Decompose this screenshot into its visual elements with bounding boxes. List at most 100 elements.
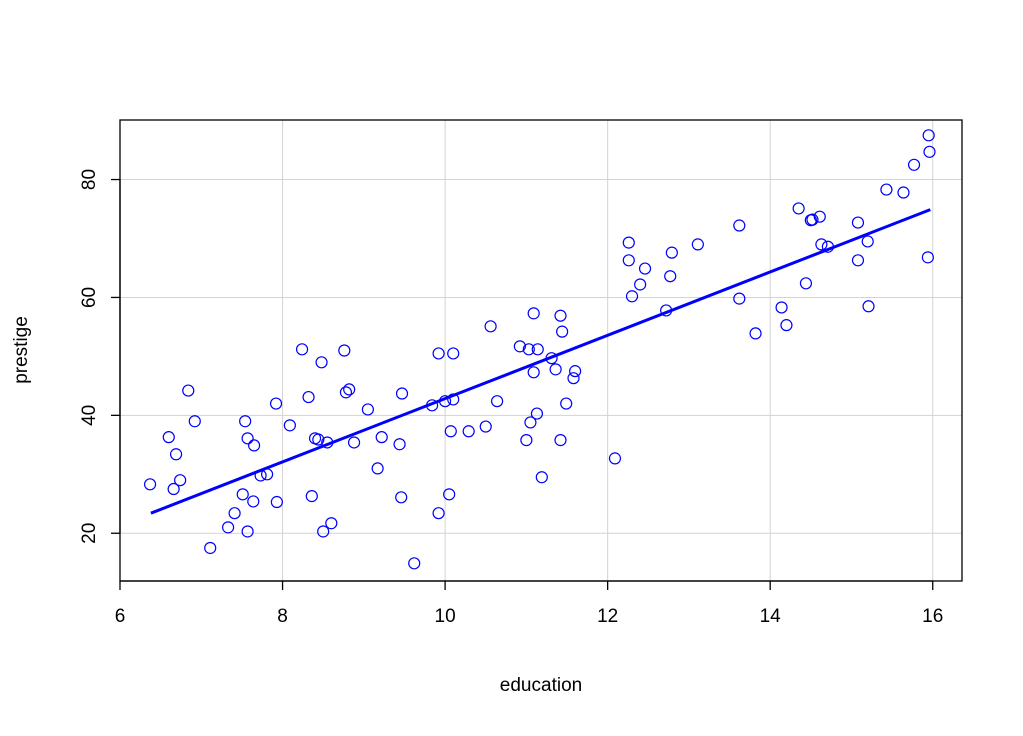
y-tick-label: 60 (79, 287, 100, 308)
point (484, 320, 497, 333)
point (634, 278, 647, 291)
point (527, 307, 540, 320)
point (325, 517, 338, 530)
point (443, 488, 456, 501)
x-tick-label: 14 (760, 606, 782, 627)
point (432, 507, 445, 520)
x-tick-label: 12 (597, 606, 618, 627)
point (221, 521, 235, 534)
point (813, 210, 826, 223)
point (462, 425, 475, 438)
point (375, 431, 388, 444)
point (248, 439, 261, 452)
point (907, 158, 921, 171)
point (169, 448, 183, 461)
point (269, 397, 283, 410)
point (549, 363, 562, 376)
point (861, 235, 874, 248)
point (315, 356, 328, 369)
point (556, 325, 569, 338)
point (239, 415, 252, 428)
point (295, 343, 309, 356)
point (317, 525, 330, 538)
point (338, 344, 351, 357)
point (143, 478, 157, 491)
point (799, 277, 813, 290)
point (182, 384, 195, 397)
point (880, 183, 893, 196)
point (408, 557, 421, 570)
point (444, 425, 457, 438)
point (665, 246, 678, 259)
point (188, 415, 201, 428)
x-tick-label: 8 (277, 606, 288, 627)
point (569, 365, 582, 378)
point (608, 452, 622, 465)
point (393, 438, 406, 451)
y-tick-label: 40 (79, 405, 100, 426)
point (625, 290, 639, 303)
point (491, 395, 504, 408)
point (241, 432, 254, 445)
point (897, 186, 910, 199)
point (554, 434, 567, 447)
x-axis-label: education (500, 675, 582, 696)
point (167, 482, 180, 496)
point (522, 343, 535, 356)
point (339, 386, 353, 399)
point (312, 433, 325, 446)
point (622, 236, 635, 249)
point (922, 129, 935, 142)
y-tick-label: 80 (79, 169, 100, 190)
point (479, 420, 492, 433)
point (638, 262, 652, 275)
point (204, 541, 217, 555)
point (361, 403, 374, 416)
point (371, 462, 384, 475)
point (531, 343, 544, 356)
point (851, 216, 865, 229)
point (560, 397, 573, 410)
point (395, 387, 409, 400)
point (395, 491, 408, 504)
point (432, 347, 445, 360)
point (535, 471, 548, 484)
point (527, 366, 540, 379)
x-tick-label: 6 (115, 606, 126, 627)
point (554, 309, 567, 322)
point (283, 419, 296, 432)
point (241, 525, 254, 538)
point (520, 434, 533, 447)
point (530, 407, 544, 420)
point (815, 238, 828, 251)
point (302, 390, 315, 404)
point (305, 490, 318, 503)
plot-frame (119, 119, 963, 582)
point (733, 292, 746, 305)
point (174, 474, 187, 487)
x-tick-label: 10 (435, 606, 456, 627)
point (270, 495, 283, 509)
point (775, 301, 788, 314)
y-axis-label: prestige (11, 316, 32, 384)
point (851, 254, 865, 267)
point (923, 145, 936, 158)
point (247, 495, 260, 508)
point (228, 507, 241, 520)
point (162, 431, 175, 444)
point (343, 383, 356, 396)
point (236, 488, 249, 501)
point (862, 300, 875, 313)
point (806, 213, 819, 226)
point (622, 254, 635, 267)
x-tick-label: 16 (922, 606, 943, 627)
point (524, 416, 537, 429)
fit-line (150, 208, 931, 515)
point (664, 270, 677, 283)
point (513, 340, 526, 353)
point (792, 202, 805, 215)
point (567, 372, 580, 385)
point (691, 238, 704, 251)
y-tick-label: 20 (79, 523, 100, 544)
